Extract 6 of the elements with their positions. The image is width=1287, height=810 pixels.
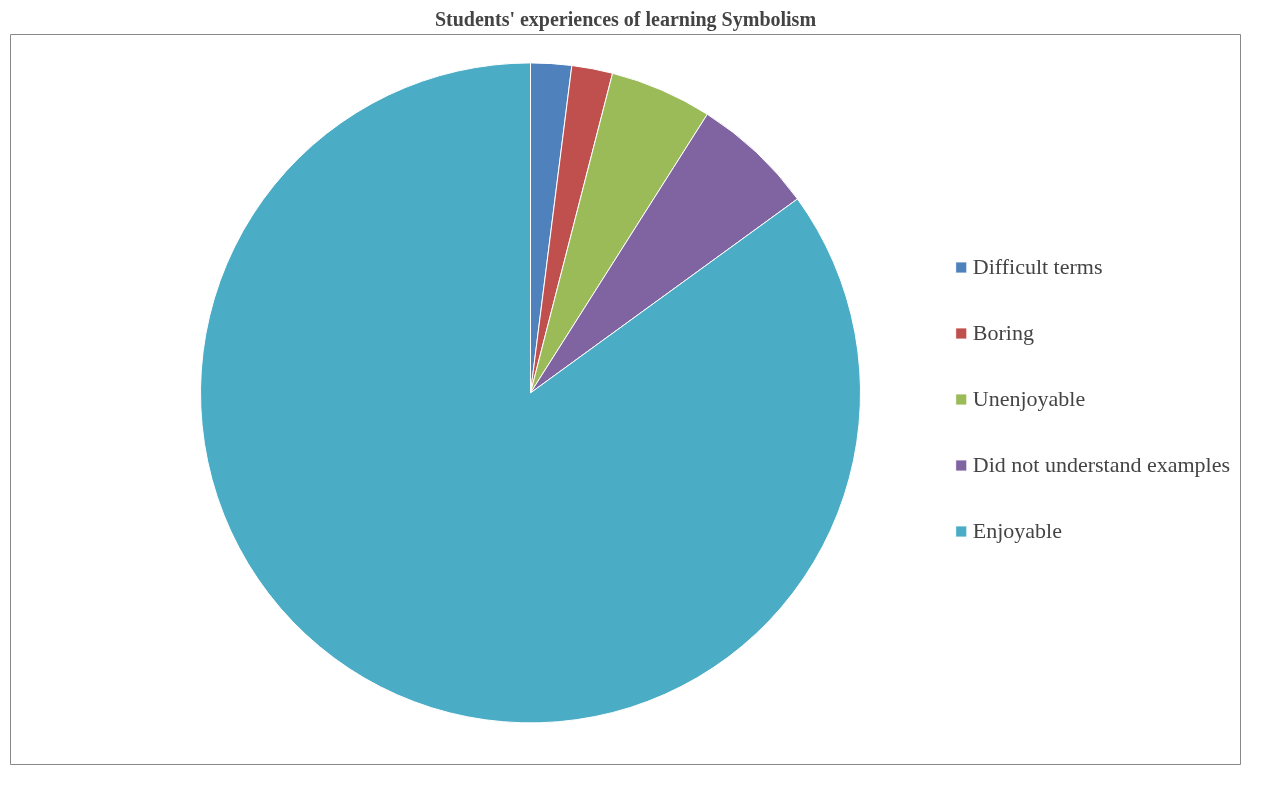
legend-label: Did not understand examples xyxy=(972,452,1230,478)
legend-label: Enjoyable xyxy=(972,518,1062,544)
legend-label: Unenjoyable xyxy=(972,386,1086,412)
legend-label: Boring xyxy=(972,320,1034,346)
chart-title: Students' experiences of learning Symbolism xyxy=(434,7,817,31)
legend-label: Difficult terms xyxy=(972,254,1103,280)
